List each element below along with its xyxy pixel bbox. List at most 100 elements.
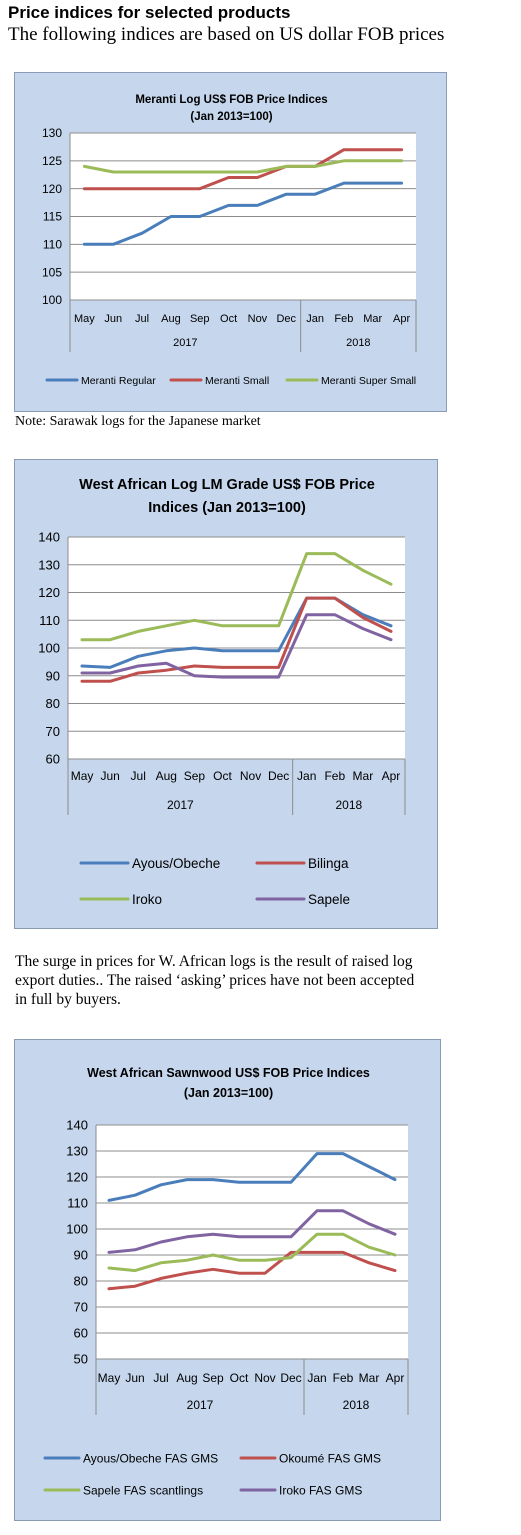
y-tick-label: 125 [42,154,62,168]
x-tick-label: May [98,1371,121,1385]
year-group-label: 2018 [346,337,370,349]
y-tick-label: 115 [43,210,62,224]
y-tick-label: 120 [66,1170,88,1185]
x-tick-label: May [74,313,95,325]
meranti-chart: Meranti Log US$ FOB Price Indices (Jan 20… [14,72,447,412]
x-tick-label: Feb [334,313,353,325]
x-tick-label: Dec [268,769,289,783]
chart-title: (Jan 2013=100) [190,111,272,123]
series-line-3 [107,1232,397,1273]
y-tick-label: 90 [46,668,60,683]
page-subheading: The following indices are based on US do… [8,24,445,45]
series-line-3 [82,159,404,174]
chart-canvas: West African Log LM Grade US$ FOB Price I… [38,477,406,907]
chart-canvas: West African Sawnwood US$ FOB Price Indi… [43,1066,409,1497]
x-tick-label: Mar [359,1371,380,1385]
x-tick-label: Oct [230,1371,249,1385]
series-line-2 [107,1250,397,1291]
meranti-note: Note: Sarawak logs for the Japanese mark… [15,414,261,429]
page-heading: Price indices for selected products [8,3,291,22]
x-tick-label: Feb [333,1371,354,1385]
series-line-2 [82,148,404,191]
west-african-sawnwood-chart: West African Sawnwood US$ FOB Price Indi… [14,1039,441,1521]
x-tick-label: Jan [297,769,316,783]
legend-label: Meranti Regular [81,375,156,387]
y-tick-label: 60 [74,1326,88,1341]
x-tick-label: Jun [125,1371,144,1385]
y-tick-label: 105 [42,265,62,279]
x-tick-label: Nov [240,769,261,783]
chart-title: Indices (Jan 2013=100) [148,500,306,516]
legend-label: Iroko [132,892,162,907]
legend-label: Sapele [308,892,350,907]
x-tick-label: Jul [135,313,149,325]
commentary-line: export duties.. The raised ‘asking’ pric… [15,972,415,989]
x-tick-label: Dec [276,313,296,325]
y-tick-label: 70 [46,724,60,739]
y-tick-label: 140 [38,530,60,545]
x-tick-label: Mar [353,769,374,783]
legend-label: Meranti Super Small [321,375,416,387]
series-line-4 [80,613,393,679]
x-tick-label: Oct [213,769,232,783]
series-line-4 [107,1209,397,1254]
y-tick-label: 70 [74,1300,88,1315]
year-group-label: 2017 [167,798,194,812]
year-group-label: 2017 [173,337,197,349]
x-tick-label: Jan [306,313,324,325]
y-tick-label: 130 [42,126,62,140]
legend-label: Iroko FAS GMS [279,1483,362,1497]
y-tick-label: 110 [39,613,60,628]
year-group-label: 2017 [187,1398,214,1412]
x-tick-label: Nov [248,313,268,325]
legend-label: Meranti Small [205,375,269,387]
y-tick-label: 110 [67,1196,88,1211]
legend-label: Ayous/Obeche [132,856,220,871]
y-tick-label: 120 [38,585,60,600]
y-tick-label: 130 [66,1144,88,1159]
chart-title: West African Log LM Grade US$ FOB Price [79,477,375,493]
x-tick-label: Mar [363,313,382,325]
series-line-1 [107,1152,397,1202]
y-tick-label: 100 [42,293,62,307]
x-tick-label: Oct [220,313,237,325]
x-tick-label: Jan [307,1371,326,1385]
chart-canvas: Meranti Log US$ FOB Price Indices (Jan 20… [42,94,417,387]
y-tick-label: 50 [74,1352,88,1367]
series-line-3 [80,552,393,642]
x-tick-label: Jul [153,1371,168,1385]
y-tick-label: 130 [38,557,60,572]
chart-title: (Jan 2013=100) [184,1086,273,1100]
chart-title: Meranti Log US$ FOB Price Indices [135,94,327,106]
x-tick-label: Sep [202,1371,224,1385]
x-tick-label: Apr [386,1371,405,1385]
year-group-label: 2018 [343,1398,370,1412]
year-group-label: 2018 [335,798,362,812]
x-tick-label: Dec [280,1371,301,1385]
y-tick-label: 120 [42,182,62,196]
x-tick-label: Aug [176,1371,197,1385]
commentary-line: The surge in prices for W. African logs … [15,953,413,970]
commentary-line: in full by buyers. [15,991,121,1008]
x-tick-label: Nov [254,1371,275,1385]
x-tick-label: May [71,769,94,783]
legend-label: Okoumé FAS GMS [279,1451,381,1465]
x-tick-label: Sep [184,769,206,783]
x-tick-label: Jul [131,769,146,783]
legend-label: Ayous/Obeche FAS GMS [83,1451,218,1465]
legend-label: Bilinga [308,856,349,871]
series-line-1 [82,181,404,246]
x-tick-label: Aug [156,769,177,783]
x-tick-label: Aug [161,313,181,325]
series-line-2 [80,596,393,683]
x-tick-label: Feb [324,769,345,783]
chart-title: West African Sawnwood US$ FOB Price Indi… [87,1066,370,1080]
y-tick-label: 110 [43,238,62,252]
x-tick-label: Sep [190,313,210,325]
x-tick-label: Jun [104,313,122,325]
x-tick-label: Jun [100,769,119,783]
legend-label: Sapele FAS scantlings [83,1483,203,1497]
y-tick-label: 100 [66,1222,88,1237]
commentary-paragraph: The surge in prices for W. African logs … [15,952,520,1009]
x-tick-label: Apr [393,313,410,325]
